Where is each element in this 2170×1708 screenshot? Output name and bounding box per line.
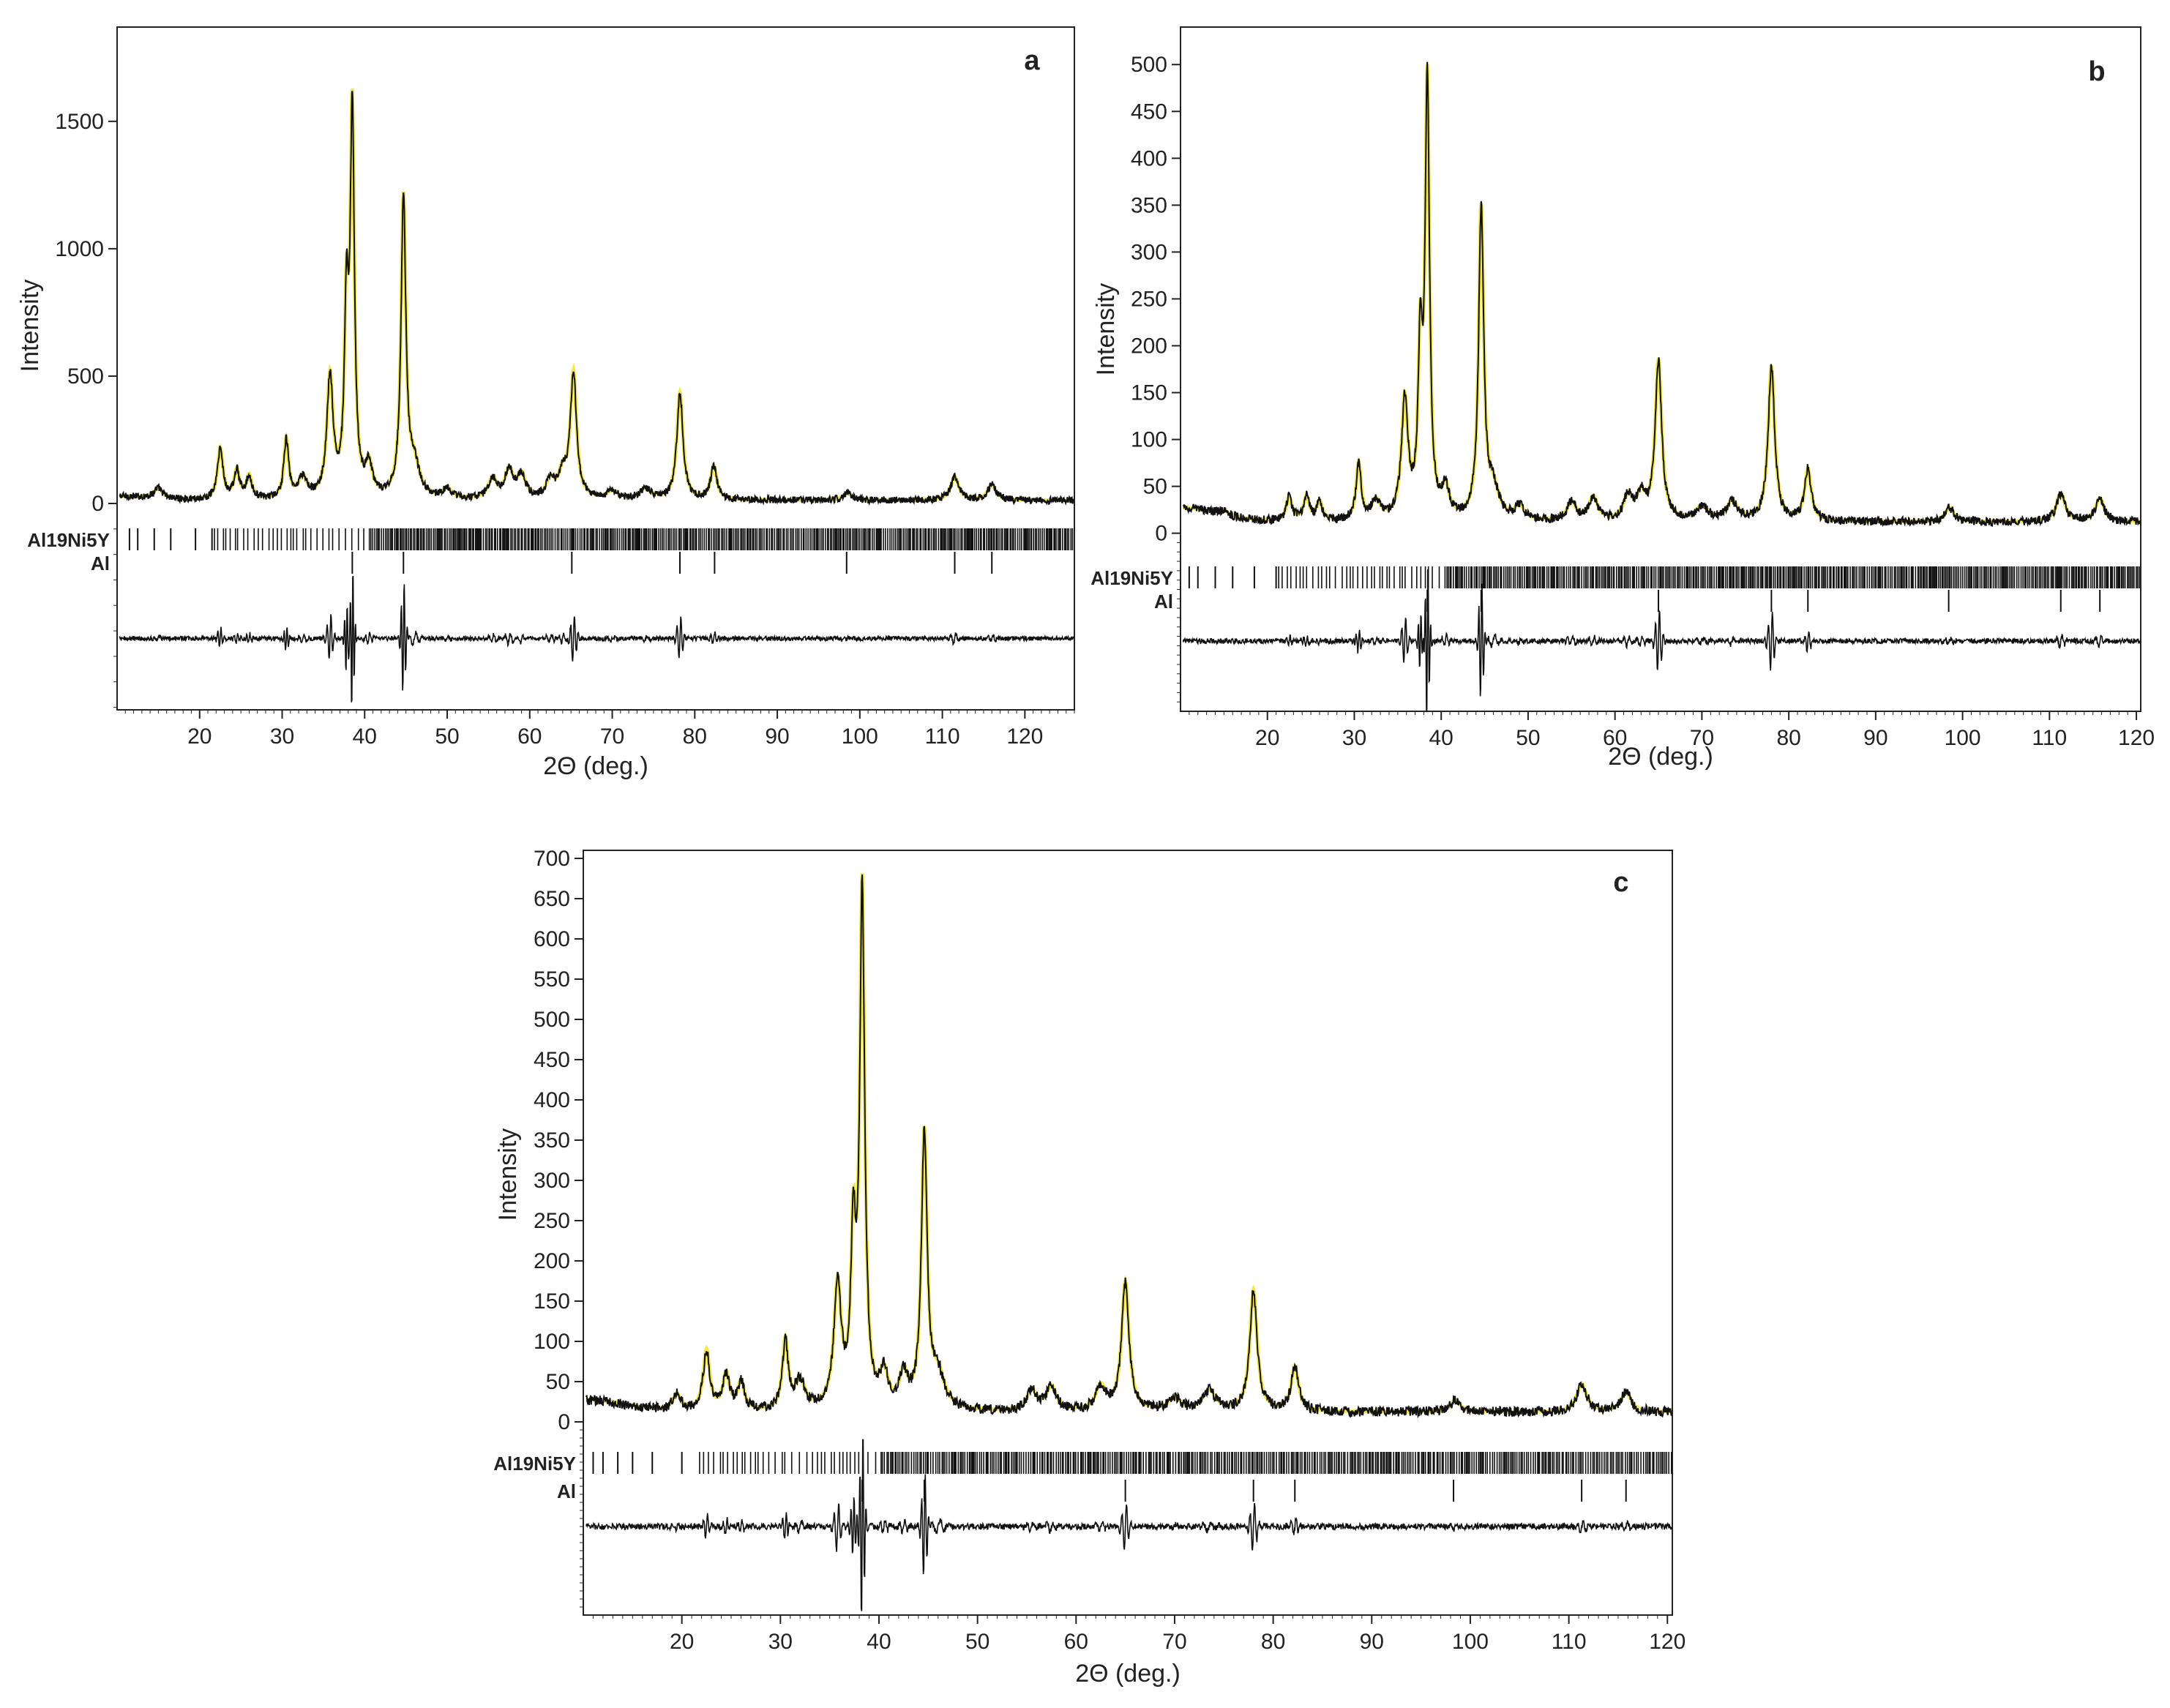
panel-label: a	[1024, 45, 1040, 76]
x-axis-title: 2Θ (deg.)	[1075, 1660, 1181, 1688]
y-tick-label: 100	[534, 1330, 570, 1354]
plot-frame	[116, 26, 1075, 711]
panel-c: 20 30 40 50 60 70 80 90 100 110 120 0 50 100 150 200 250…	[493, 847, 1686, 1688]
x-tick-label: 20	[187, 724, 212, 749]
calculated-curve	[1183, 64, 2140, 523]
y-tick-label: 400	[534, 1088, 570, 1112]
y-tick-label: 350	[534, 1128, 570, 1153]
x-tick-label: 60	[1064, 1630, 1088, 1654]
x-tick-label: 110	[925, 724, 960, 749]
y-tick-label: 0	[558, 1410, 570, 1434]
y-tick-label: 550	[534, 967, 570, 992]
phase-label: Al	[91, 553, 110, 574]
panel-label: b	[2088, 56, 2105, 87]
x-tick-label: 100	[1945, 726, 1981, 750]
x-tick-label: 80	[1261, 1630, 1285, 1654]
x-tick-label: 70	[1162, 1630, 1186, 1654]
x-tick-label: 110	[2032, 726, 2067, 750]
x-tick-label: 90	[765, 724, 789, 749]
plot-frame	[1180, 26, 2141, 712]
y-tick-label: 500	[1131, 53, 1167, 77]
x-tick-label: 70	[600, 724, 624, 749]
x-tick-label: 60	[1603, 726, 1627, 750]
panel-b: 20 30 40 50 60 70 80 90 100 110 120 0 50 100 150 200 250…	[1090, 26, 2155, 771]
x-tick-label: 50	[435, 724, 459, 749]
x-tick-label: 30	[1342, 726, 1366, 750]
x-tick-label: 120	[2118, 726, 2155, 750]
y-tick-label: 1500	[55, 110, 104, 134]
y-tick-label: 200	[1131, 334, 1167, 358]
y-tick-label: 50	[546, 1370, 570, 1394]
x-tick-label: 30	[768, 1630, 793, 1654]
panel-a: 20 30 40 50 60 70 80 90 100 110 120 0 500 1000 1500 2Θ …	[16, 26, 1075, 780]
x-tick-label: 30	[270, 724, 294, 749]
x-tick-label: 120	[1649, 1630, 1686, 1654]
phase-label: Al	[557, 1480, 576, 1502]
x-tick-label: 50	[965, 1630, 989, 1654]
x-tick-label: 20	[670, 1630, 694, 1654]
y-tick-label: 500	[67, 364, 104, 389]
x-tick-label: 120	[1006, 724, 1043, 749]
difference-curve	[119, 575, 1074, 703]
observed-curve	[119, 91, 1074, 506]
y-tick-label: 100	[1131, 428, 1167, 452]
x-tick-label: 80	[1776, 726, 1800, 750]
y-tick-label: 300	[534, 1169, 570, 1193]
x-tick-label: 90	[1863, 726, 1887, 750]
y-tick-label: 450	[534, 1048, 570, 1072]
difference-curve	[585, 1439, 1672, 1611]
y-tick-label: 300	[1131, 240, 1167, 264]
x-tick-label: 50	[1516, 726, 1540, 750]
y-tick-label: 350	[1131, 193, 1167, 217]
plot-frame	[583, 850, 1673, 1616]
x-tick-label: 110	[1552, 1630, 1587, 1654]
x-tick-label: 90	[1360, 1630, 1384, 1654]
x-tick-label: 40	[867, 1630, 891, 1654]
y-tick-label: 50	[1143, 475, 1167, 499]
x-axis-title: 2Θ (deg.)	[1608, 743, 1713, 771]
calculated-curve	[119, 89, 1074, 503]
y-tick-label: 250	[534, 1209, 570, 1233]
y-tick-label: 650	[534, 887, 570, 911]
x-tick-label: 60	[517, 724, 542, 749]
y-tick-label: 700	[534, 847, 570, 871]
difference-curve	[1182, 569, 2141, 713]
phase-label: Al19Ni5Y	[1090, 567, 1173, 589]
observed-curve	[1183, 61, 2141, 528]
y-tick-label: 150	[534, 1289, 570, 1314]
y-tick-label: 1000	[55, 237, 104, 261]
y-tick-label: 600	[534, 927, 570, 951]
y-tick-label: 500	[534, 1008, 570, 1032]
phase-label: Al19Ni5Y	[27, 529, 110, 551]
x-tick-label: 80	[683, 724, 707, 749]
panel-label: c	[1613, 867, 1628, 898]
y-tick-label: 400	[1131, 146, 1167, 171]
phase-label: Al19Ni5Y	[493, 1453, 576, 1475]
observed-curve	[585, 874, 1672, 1419]
y-axis-title: Intensity	[16, 280, 44, 372]
x-tick-label: 100	[1452, 1630, 1489, 1654]
x-tick-label: 20	[1255, 726, 1279, 750]
y-tick-label: 250	[1131, 287, 1167, 311]
x-tick-label: 40	[353, 724, 377, 749]
y-tick-label: 200	[534, 1249, 570, 1273]
y-axis-title: Intensity	[1092, 283, 1120, 376]
y-tick-label: 0	[91, 492, 104, 516]
y-tick-label: 450	[1131, 100, 1167, 124]
phase-label: Al	[1154, 591, 1173, 613]
x-axis-title: 2Θ (deg.)	[543, 752, 648, 780]
y-axis-title: Intensity	[494, 1128, 522, 1221]
y-tick-label: 150	[1131, 381, 1167, 405]
y-tick-label: 0	[1155, 522, 1167, 546]
x-tick-label: 70	[1690, 726, 1714, 750]
x-tick-label: 40	[1429, 726, 1453, 750]
x-tick-label: 100	[842, 724, 878, 749]
